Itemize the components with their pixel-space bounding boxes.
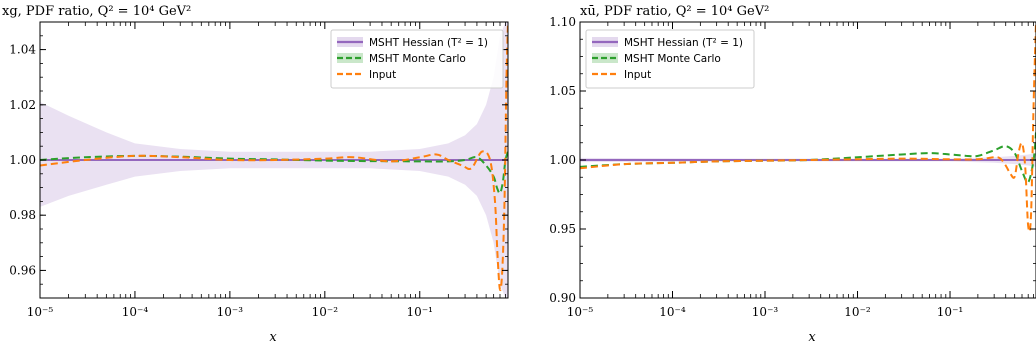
right-legend-label: MSHT Hessian (T² = 1) bbox=[624, 37, 743, 49]
left-legend-label: Input bbox=[369, 69, 396, 81]
right-input-line bbox=[580, 22, 1036, 233]
right-y-tick-label: 1.00 bbox=[549, 153, 576, 167]
left-plot-area: 0.96 0.98 1.00 1.02 1.04 10⁻⁵ 10⁻⁴ 10⁻³ 10⁻² 10⁻¹… bbox=[9, 21, 509, 319]
left-input-line bbox=[40, 22, 508, 292]
right-legend-label: Input bbox=[624, 69, 651, 81]
left-x-axis-label: x bbox=[269, 330, 277, 345]
right-x-axis-label: x bbox=[808, 330, 816, 345]
left-x-tick-label: 10⁻³ bbox=[217, 305, 244, 319]
right-y-tick-label: 1.10 bbox=[549, 15, 576, 29]
right-x-tick-label: 10⁻⁵ bbox=[567, 305, 594, 319]
right-y-tick-label: 1.05 bbox=[549, 84, 576, 98]
right-x-tick-label: 10⁻³ bbox=[752, 305, 779, 319]
right-legend-label: MSHT Monte Carlo bbox=[624, 53, 721, 65]
right-y-tick-label: 0.95 bbox=[549, 222, 576, 236]
left-legend-box bbox=[330, 29, 504, 89]
right-y-tick-label: 0.90 bbox=[549, 291, 576, 305]
left-legend-label: MSHT Monte Carlo bbox=[369, 53, 466, 65]
left-y-tick-label: 1.00 bbox=[9, 153, 36, 167]
right-plot-area: 0.90 0.95 1.00 1.05 1.10 10⁻⁵ 10⁻⁴ 10⁻³ 10⁻² 10⁻¹… bbox=[549, 15, 1036, 319]
left-x-tick-label: 10⁻² bbox=[312, 305, 339, 319]
left-y-tick-label: 0.98 bbox=[9, 208, 36, 222]
left-x-tick-label: 10⁻⁴ bbox=[122, 305, 149, 319]
right-chart-title: xū, PDF ratio, Q² = 10⁴ GeV² bbox=[580, 4, 769, 19]
left-series-group bbox=[40, 22, 508, 298]
left-y-tick-label: 1.02 bbox=[9, 98, 36, 112]
left-y-tick-label: 1.04 bbox=[9, 43, 36, 57]
left-x-tick-label: 10⁻¹ bbox=[407, 305, 433, 319]
left-chart-panel: xg, PDF ratio, Q² = 10⁴ GeV² 0.96 0.98 1.0… bbox=[2, 4, 509, 345]
right-chart-panel: xū, PDF ratio, Q² = 10⁴ GeV² 0.90 0.95 1.0… bbox=[549, 4, 1036, 345]
right-x-tick-label: 10⁻⁴ bbox=[659, 305, 686, 319]
left-monte-carlo-line bbox=[40, 151, 508, 195]
left-legend-label: MSHT Hessian (T² = 1) bbox=[369, 37, 488, 49]
right-series-group bbox=[580, 22, 1036, 233]
left-legend: MSHT Hessian (T² = 1) MSHT Monte Carlo Inp… bbox=[330, 29, 504, 89]
right-legend-box bbox=[585, 29, 755, 89]
left-x-tick-label: 10⁻⁵ bbox=[27, 305, 54, 319]
right-x-tick-label: 10⁻² bbox=[844, 305, 871, 319]
right-legend: MSHT Hessian (T² = 1) MSHT Monte Carlo Inp… bbox=[585, 29, 755, 89]
left-chart-title: xg, PDF ratio, Q² = 10⁴ GeV² bbox=[2, 4, 191, 19]
left-y-tick-label: 0.96 bbox=[9, 263, 36, 277]
right-x-tick-label: 10⁻¹ bbox=[937, 305, 963, 319]
right-monte-carlo-line bbox=[580, 132, 1036, 184]
